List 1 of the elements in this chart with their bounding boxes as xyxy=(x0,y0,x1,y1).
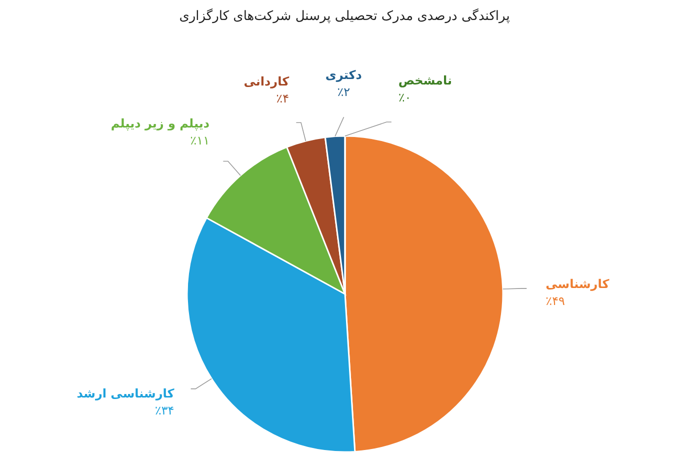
title: پراکندگی درصدی مدرک تحصیلی پرسنل شرکت‌های کارگزاری xyxy=(179,9,510,24)
